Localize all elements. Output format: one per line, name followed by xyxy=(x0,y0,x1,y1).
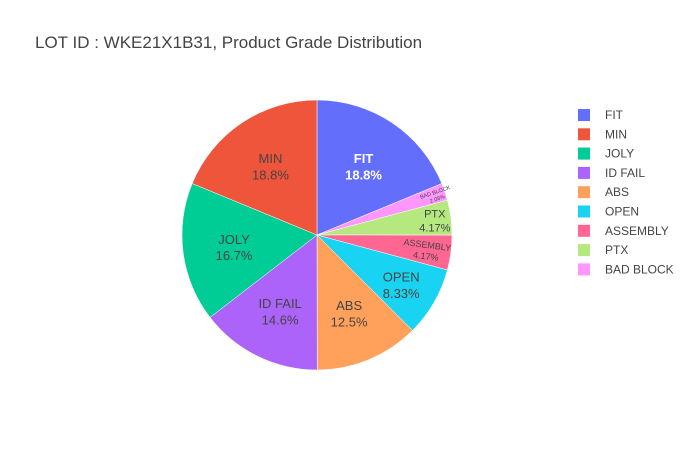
legend-item-min[interactable]: MIN xyxy=(578,127,627,141)
legend-item-id-fail[interactable]: ID FAIL xyxy=(578,166,645,180)
legend[interactable]: FIT MIN JOLY ID FAIL ABS OPEN ASSEMBLY PTX BAD B… xyxy=(578,108,674,276)
slice-name-abs: ABS xyxy=(336,298,362,313)
slice-label-open: OPEN 8.33% xyxy=(383,269,420,300)
legend-item-joly[interactable]: JOLY xyxy=(578,147,634,161)
legend-label-fit: FIT xyxy=(605,108,624,122)
slice-percent-assembly: 4.17% xyxy=(413,250,440,263)
slice-label-fit: FIT 18.8% xyxy=(345,151,382,182)
slice-percent-fit: 18.8% xyxy=(345,168,382,183)
slice-name-min: MIN xyxy=(259,151,283,166)
slice-label-ptx: PTX 4.17% xyxy=(419,209,450,235)
legend-label-joly: JOLY xyxy=(605,147,634,161)
legend-item-ptx[interactable]: PTX xyxy=(578,243,628,257)
slice-percent-open: 8.33% xyxy=(383,286,420,301)
slice-percent-bad-block: 2.08% xyxy=(429,194,446,205)
legend-label-open: OPEN xyxy=(605,205,639,219)
slice-label-min: MIN 18.8% xyxy=(252,151,289,182)
legend-swatch-joly xyxy=(578,147,590,160)
slice-name-joly: JOLY xyxy=(218,232,250,247)
legend-item-fit[interactable]: FIT xyxy=(578,108,624,122)
legend-swatch-fit xyxy=(578,109,590,121)
legend-label-id-fail: ID FAIL xyxy=(605,166,645,180)
slice-percent-min: 18.8% xyxy=(252,168,289,183)
legend-swatch-open xyxy=(578,205,590,218)
legend-label-min: MIN xyxy=(605,127,627,141)
pie-slice-id-fail[interactable] xyxy=(209,234,318,371)
legend-swatch-assembly xyxy=(578,224,590,237)
pie-slices xyxy=(181,99,453,371)
slice-percent-abs: 12.5% xyxy=(331,314,368,329)
pie-slice-min[interactable] xyxy=(191,99,318,236)
slice-percent-ptx: 4.17% xyxy=(419,223,450,235)
legend-swatch-bad-block xyxy=(578,263,590,276)
slice-percent-joly: 16.7% xyxy=(216,248,253,263)
legend-item-bad-block[interactable]: BAD BLOCK xyxy=(578,262,674,276)
slice-name-id-fail: ID FAIL xyxy=(258,296,301,311)
legend-swatch-min xyxy=(578,128,590,141)
legend-item-open[interactable]: OPEN xyxy=(578,205,639,219)
legend-item-assembly[interactable]: ASSEMBLY xyxy=(578,224,669,238)
legend-label-abs: ABS xyxy=(605,185,629,199)
slice-percent-id-fail: 14.6% xyxy=(262,312,299,327)
legend-item-abs[interactable]: ABS xyxy=(578,185,629,199)
slice-name-ptx: PTX xyxy=(424,209,446,221)
legend-swatch-id-fail xyxy=(578,166,590,179)
legend-label-bad-block: BAD BLOCK xyxy=(605,262,674,276)
legend-label-assembly: ASSEMBLY xyxy=(605,224,669,238)
slice-name-open: OPEN xyxy=(383,269,420,284)
pie-slice-fit[interactable] xyxy=(316,99,443,236)
legend-label-ptx: PTX xyxy=(605,243,628,257)
chart-title: LOT ID : WKE21X1B31, Product Grade Distr… xyxy=(35,33,423,52)
legend-swatch-abs xyxy=(578,186,590,199)
pie-slice-joly[interactable] xyxy=(181,183,318,318)
pie-slice-abs[interactable] xyxy=(316,234,413,371)
slice-name-fit: FIT xyxy=(354,151,374,166)
legend-swatch-ptx xyxy=(578,244,590,257)
